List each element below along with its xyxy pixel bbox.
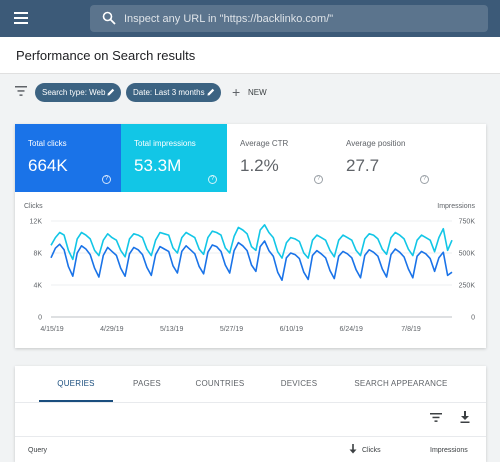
right-axis-tick: 0 — [471, 315, 475, 322]
right-axis-tick: 250K — [459, 283, 476, 290]
tab-queries[interactable]: QUERIES — [57, 379, 95, 388]
help-icon[interactable]: ? — [102, 175, 111, 184]
right-axis-title: Impressions — [437, 203, 475, 210]
metric-value: 664K — [28, 156, 68, 175]
url-inspection-input[interactable] — [124, 9, 474, 28]
left-axis-tick: 0 — [38, 315, 42, 322]
metric-value: 53.3M — [134, 156, 182, 175]
new-filter-button[interactable]: + NEW — [229, 83, 274, 102]
pencil-icon — [207, 88, 215, 96]
column-header-clicks[interactable]: Clicks — [362, 447, 381, 454]
x-axis-tick: 7/8/19 — [401, 326, 421, 333]
metric-value: 27.7 — [346, 156, 380, 175]
impressions-series-line — [50, 223, 453, 261]
metric-label: Average position — [346, 139, 406, 148]
average-position-metric[interactable]: Average position 27.7 ? — [333, 124, 439, 192]
x-axis-tick: 4/29/19 — [100, 326, 123, 333]
metric-spacer — [439, 124, 486, 192]
x-axis-tick: 6/10/19 — [280, 326, 303, 333]
help-icon[interactable]: ? — [420, 175, 429, 184]
filter-icon[interactable] — [15, 86, 27, 96]
help-icon[interactable]: ? — [208, 175, 217, 184]
clicks-series-line — [50, 240, 453, 281]
hamburger-menu-icon[interactable] — [14, 12, 28, 24]
search-type-filter-chip[interactable]: Search type: Web — [35, 83, 121, 102]
x-axis-tick: 5/27/19 — [220, 326, 243, 333]
tab-countries[interactable]: COUNTRIES — [195, 379, 245, 388]
performance-line-chart[interactable]: Clicks Impressions 12K 750K 8K 500K 4K 250K 0 0… — [15, 192, 486, 348]
search-icon — [102, 11, 116, 25]
left-axis-tick: 8K — [33, 251, 42, 258]
x-axis-tick: 4/15/19 — [40, 326, 63, 333]
right-axis-tick: 500K — [459, 251, 476, 258]
active-tab-indicator — [39, 400, 113, 402]
plus-icon: + — [232, 84, 241, 100]
chip-label: Search type: Web — [42, 88, 106, 97]
divider — [15, 436, 486, 437]
metric-label: Average CTR — [240, 139, 289, 148]
left-axis-title: Clicks — [24, 203, 43, 210]
sort-down-arrow-icon[interactable] — [349, 444, 357, 454]
tab-search-appearance[interactable]: SEARCH APPEARANCE — [354, 379, 448, 388]
left-axis-tick: 12K — [30, 219, 43, 226]
column-header-impressions[interactable]: Impressions — [430, 447, 468, 454]
download-icon[interactable] — [460, 411, 470, 423]
average-ctr-metric[interactable]: Average CTR 1.2% ? — [227, 124, 333, 192]
table-filter-icon[interactable] — [430, 413, 442, 422]
page-header: Performance on Search results — [0, 37, 500, 74]
total-impressions-metric[interactable]: Total impressions 53.3M ? — [121, 124, 227, 192]
column-header-query[interactable]: Query — [28, 447, 48, 454]
tab-pages[interactable]: PAGES — [133, 379, 161, 388]
url-inspection-search[interactable] — [90, 5, 488, 32]
chip-label: Date: Last 3 months — [133, 88, 205, 97]
performance-chart-card: Total clicks 664K ? Total impressions 53… — [15, 124, 486, 348]
page-title: Performance on Search results — [16, 48, 196, 63]
results-table-card: QUERIES PAGES COUNTRIES DEVICES SEARCH A… — [15, 366, 486, 462]
metric-value: 1.2% — [240, 156, 279, 175]
metric-label: Total impressions — [134, 139, 196, 148]
x-axis-tick: 6/24/19 — [339, 326, 362, 333]
new-button-label: NEW — [248, 88, 267, 97]
filter-bar: Search type: Web Date: Last 3 months + N… — [0, 74, 500, 110]
x-axis-tick: 5/13/19 — [160, 326, 183, 333]
total-clicks-metric[interactable]: Total clicks 664K ? — [15, 124, 121, 192]
divider — [15, 402, 486, 403]
tab-devices[interactable]: DEVICES — [280, 379, 318, 388]
pencil-icon — [107, 88, 115, 96]
help-icon[interactable]: ? — [314, 175, 323, 184]
right-axis-tick: 750K — [459, 219, 476, 226]
top-app-bar — [0, 0, 500, 37]
date-filter-chip[interactable]: Date: Last 3 months — [126, 83, 221, 102]
metric-label: Total clicks — [28, 139, 67, 148]
left-axis-tick: 4K — [33, 283, 42, 290]
